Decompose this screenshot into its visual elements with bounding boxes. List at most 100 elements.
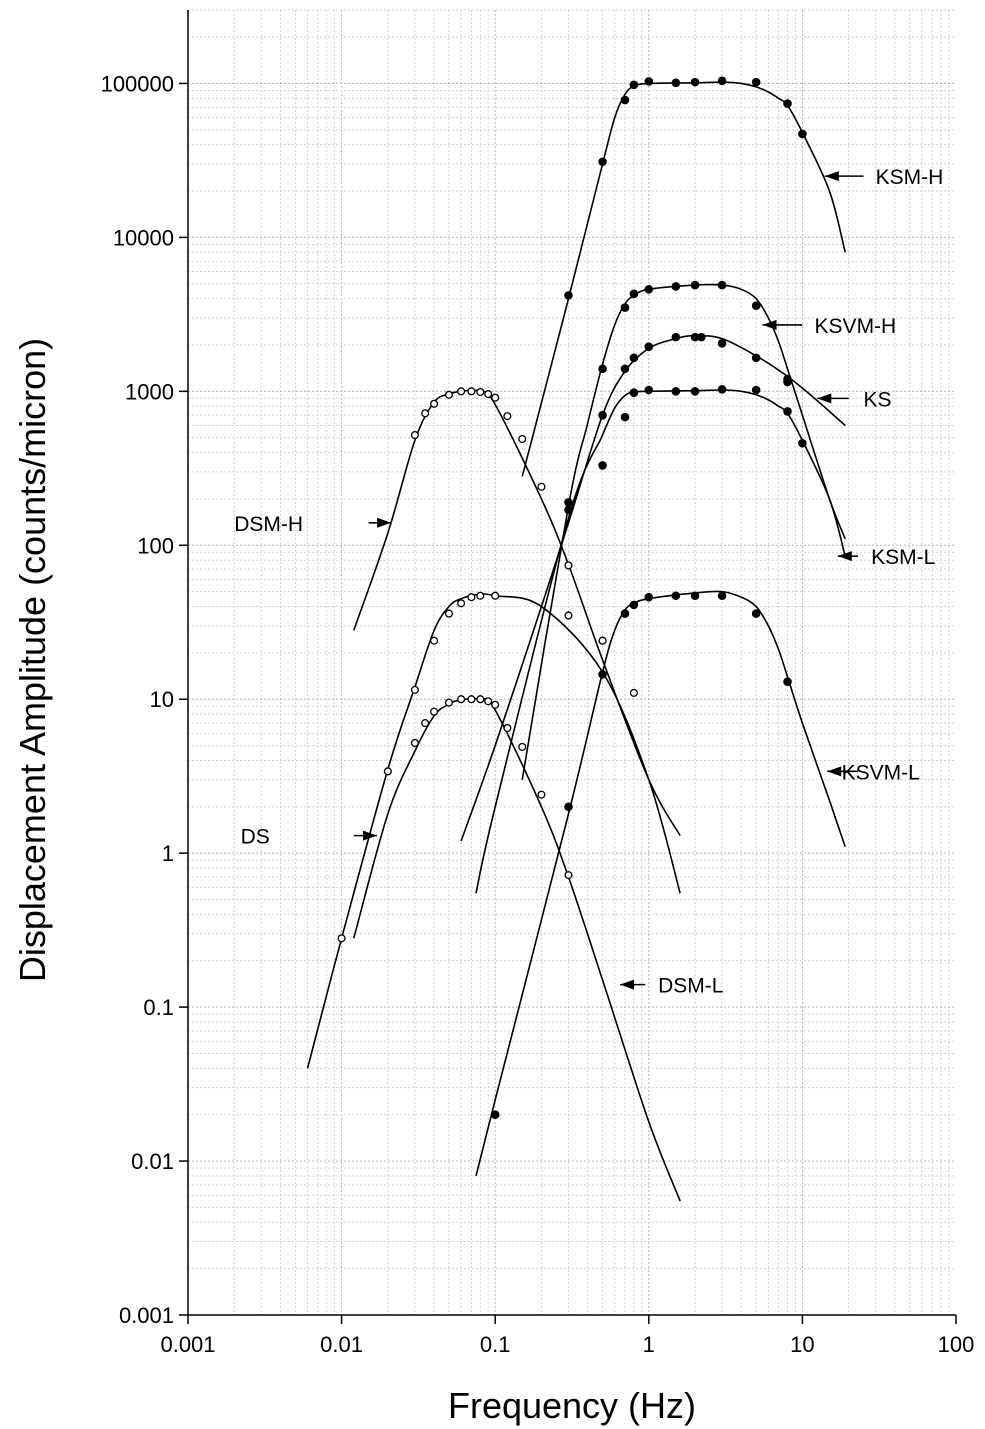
data-point-ksvm-h [564,498,573,507]
data-point-ksm-l [629,388,639,397]
data-point-ks [598,410,607,420]
data-point-ds [337,934,346,943]
data-point-ksvm-h [717,280,727,290]
y-tick-label: 0.1 [143,995,174,1020]
data-point-dsm-h [421,409,430,418]
annotation-label-ksm-h: KSM-H [876,166,944,189]
data-point-dsm-l [491,700,500,709]
series-line-ksvm-l [475,590,846,1177]
x-tick-label: 0.001 [160,1332,215,1357]
data-point-ksm-l [798,438,807,448]
annotation-dsm-l: DSM-L [620,975,723,998]
data-point-ksm-h [751,77,761,87]
data-point-dsm-l [503,723,512,733]
series-line-dsm-h [353,389,681,837]
annotation-label-dsm-l: DSM-L [658,975,723,998]
data-point-ds [598,636,607,645]
annotation-arrowhead [827,766,842,777]
y-tick-label: 10000 [113,225,174,250]
x-axis-title: Frequency (Hz) [448,1385,696,1426]
data-point-ks [620,364,630,374]
annotation-arrowhead [817,393,832,404]
annotation-ksm-h: KSM-H [824,166,944,189]
data-point-dsm-h [503,412,512,421]
data-point-ks [644,342,654,351]
series-ds [306,591,681,1069]
data-point-ksvm-h [629,289,639,299]
x-tick-label: 1 [643,1332,655,1357]
series-line-dsm-l [352,697,681,1202]
annotation-arrowhead [620,979,635,990]
data-point-dsm-l [467,695,476,704]
data-point-ksm-l [620,412,630,422]
data-point-ksvm-h [598,364,607,374]
data-point-dsm-h [484,390,493,399]
data-point-ksm-l [671,387,681,396]
data-point-ksvm-l [717,591,727,601]
y-tick-label: 100 [137,533,174,558]
data-point-ksvm-l [629,600,639,610]
y-tick-label: 0.01 [131,1149,174,1174]
annotation-label-ds: DS [241,826,270,849]
data-point-ksm-h [671,78,681,88]
y-tick-label: 0.001 [119,1303,174,1328]
y-tick-label: 1 [162,841,174,866]
data-point-ksm-h [783,99,792,108]
data-point-ds [457,599,466,608]
annotation-dsm-h: DSM-H [234,513,392,536]
data-point-ksm-h [644,77,654,86]
x-tick-label: 10 [790,1332,814,1357]
x-tick-label: 0.1 [480,1332,511,1357]
data-point-ks [783,377,792,387]
data-point-ksvm-h [671,282,681,291]
annotations: KSM-H KSVM-H KS KSM-L KSVM-L DSM-H DS DSM-L [234,166,943,997]
y-axis-ticks: 0.001 0.01 0.1 1 10 100 1000 10000 100000 [101,71,188,1328]
data-point-dsm-h [564,561,573,570]
series-ksvm-h [521,280,846,780]
data-point-dsm-h [457,387,466,396]
data-point-ks [717,339,727,348]
data-point-dsm-l [457,695,466,704]
annotation-arrowhead [837,551,852,562]
data-point-ksvm-l [690,591,700,601]
series-ks [460,332,846,842]
annotation-label-ks: KS [864,388,892,411]
series-ksvm-l [475,590,846,1177]
data-point-dsm-h [467,387,476,396]
axes [187,10,956,1316]
data-point-dsm-l [430,707,439,716]
series-dsm-l [352,695,681,1202]
data-point-ksm-h [717,76,727,86]
annotation-ksvm-l: KSVM-L [827,761,920,784]
data-point-ksm-l [644,385,654,395]
data-point-dsm-l [410,738,419,747]
data-point-ksvm-l [751,609,761,618]
annotation-ks: KS [817,388,892,411]
x-tick-label: 0.01 [320,1332,363,1357]
data-point-ksvm-l [564,802,573,812]
series-line-ksm-h [521,81,846,477]
data-point-ds [410,685,419,694]
annotation-ds: DS [241,826,377,849]
data-point-ksm-h [629,80,639,90]
data-point-ks [671,332,681,342]
y-tick-label: 10 [150,687,174,712]
annotation-label-ksvm-h: KSVM-H [815,315,897,338]
data-point-dsm-h [430,399,439,408]
data-point-dsm-h [476,387,485,397]
series-dsm-h [353,387,681,837]
data-point-ksm-h [620,95,630,105]
data-point-ks [629,353,639,363]
annotation-label-dsm-h: DSM-H [234,513,303,536]
data-point-dsm-h [410,431,419,440]
annotation-arrowhead [362,830,377,841]
data-point-ksvm-l [620,609,630,618]
y-tick-label: 1000 [125,379,174,404]
x-tick-label: 100 [938,1332,975,1357]
data-point-dsm-h [629,688,638,697]
y-axis-title: Displacement Amplitude (counts/micron) [12,338,53,982]
y-tick-label: 100000 [101,71,174,96]
annotation-ksm-l: KSM-L [837,546,935,569]
data-point-dsm-h [518,434,527,444]
